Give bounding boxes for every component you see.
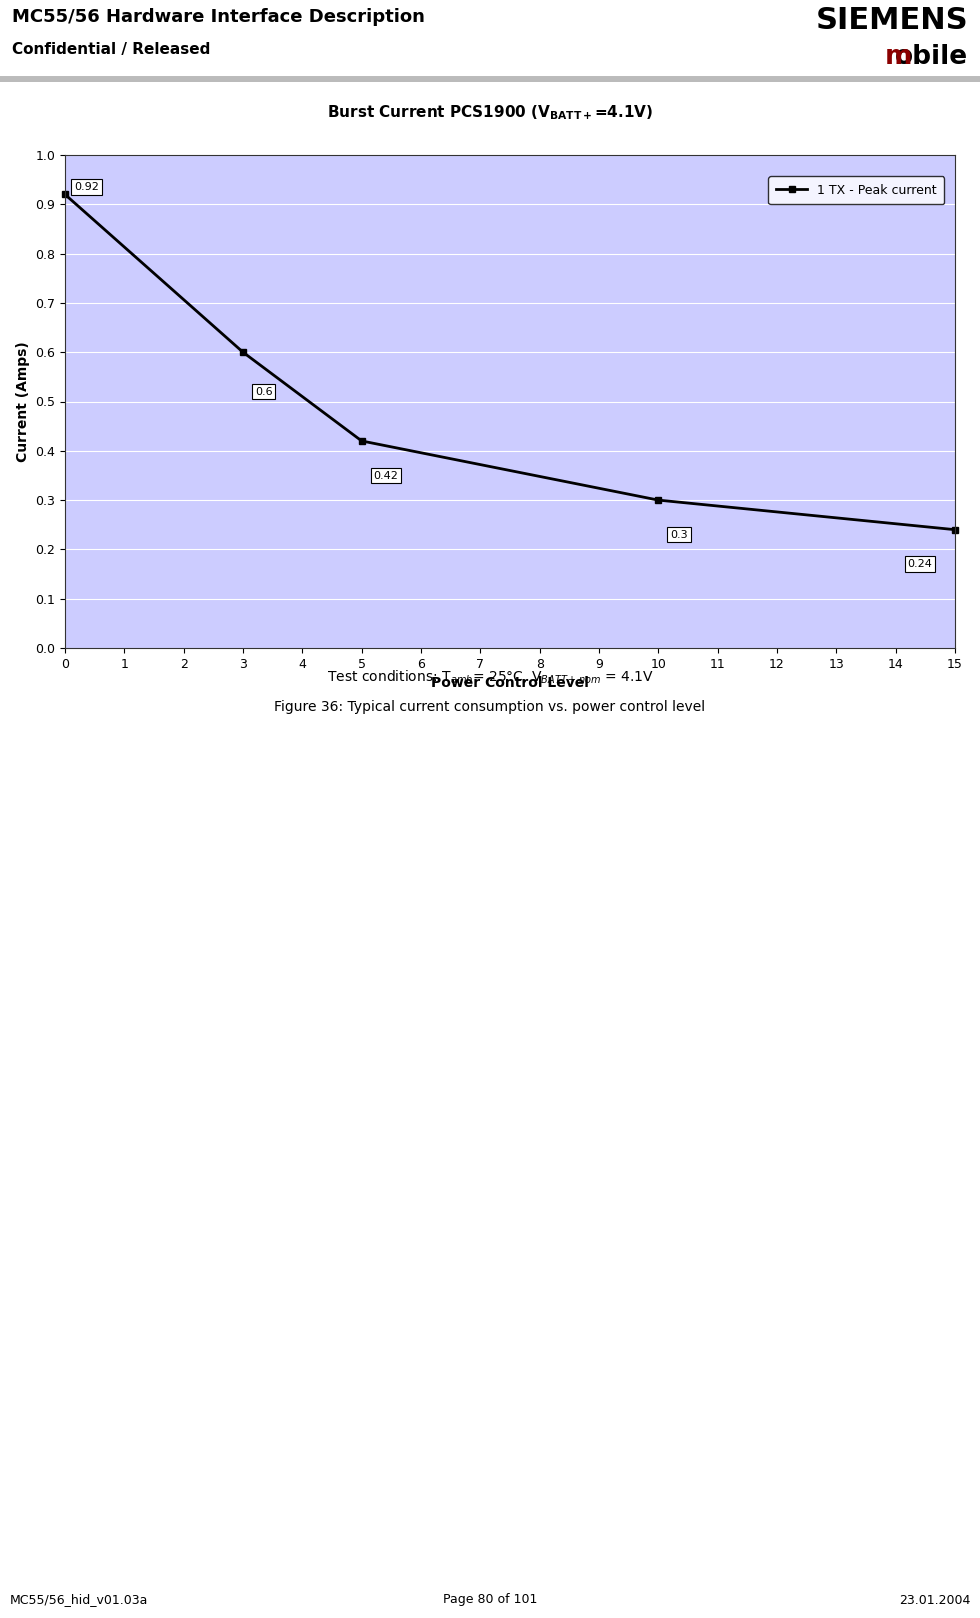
Text: Test conditions: T$_{amb}$= 25°C, V$_{BATT+ nom}$ = 4.1V: Test conditions: T$_{amb}$= 25°C, V$_{BA… bbox=[326, 668, 654, 686]
Line: 1 TX - Peak current: 1 TX - Peak current bbox=[62, 191, 958, 534]
X-axis label: Power Control Level: Power Control Level bbox=[431, 676, 589, 691]
Legend: 1 TX - Peak current: 1 TX - Peak current bbox=[768, 176, 945, 204]
Text: 0.24: 0.24 bbox=[907, 560, 932, 570]
Text: Page 80 of 101: Page 80 of 101 bbox=[443, 1594, 537, 1607]
Text: 23.01.2004: 23.01.2004 bbox=[899, 1594, 970, 1607]
Text: 0.42: 0.42 bbox=[373, 471, 399, 481]
1 TX - Peak current bbox=[356, 432, 368, 451]
Text: MC55/56_hid_v01.03a: MC55/56_hid_v01.03a bbox=[10, 1594, 148, 1607]
Text: Figure 36: Typical current consumption vs. power control level: Figure 36: Typical current consumption v… bbox=[274, 701, 706, 715]
Text: MC55/56 Hardware Interface Description: MC55/56 Hardware Interface Description bbox=[12, 8, 424, 26]
Text: 0.3: 0.3 bbox=[670, 529, 688, 540]
Text: Confidential / Released: Confidential / Released bbox=[12, 42, 210, 57]
Text: m: m bbox=[884, 44, 911, 70]
1 TX - Peak current bbox=[237, 343, 249, 362]
1 TX - Peak current bbox=[949, 519, 960, 539]
Y-axis label: Current (Amps): Current (Amps) bbox=[16, 341, 29, 461]
Text: 0.6: 0.6 bbox=[255, 387, 272, 396]
Text: SIEMENS: SIEMENS bbox=[815, 5, 968, 34]
Text: Burst Current PCS1900 (V$_{\bf{BATT+}}$=4.1V): Burst Current PCS1900 (V$_{\bf{BATT+}}$=… bbox=[327, 104, 653, 123]
1 TX - Peak current bbox=[59, 184, 71, 204]
Text: obile: obile bbox=[895, 44, 968, 70]
Text: 0.92: 0.92 bbox=[74, 183, 99, 193]
1 TX - Peak current bbox=[653, 490, 664, 510]
